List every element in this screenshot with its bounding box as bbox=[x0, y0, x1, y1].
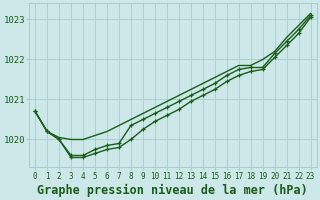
X-axis label: Graphe pression niveau de la mer (hPa): Graphe pression niveau de la mer (hPa) bbox=[37, 183, 308, 197]
